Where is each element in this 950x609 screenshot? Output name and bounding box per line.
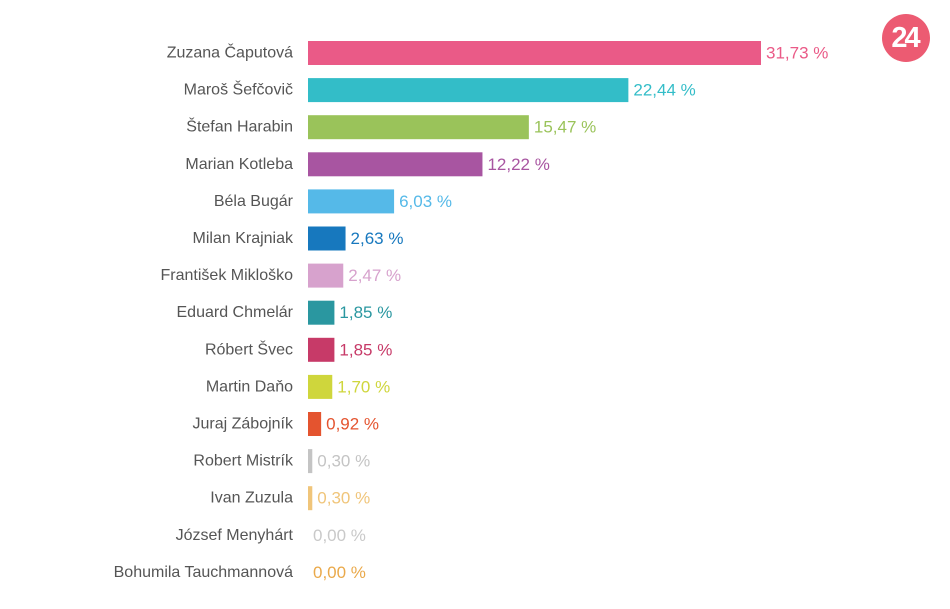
bar-robert-mistrik[interactable] <box>308 449 313 474</box>
bar-maros-sefcovic[interactable] <box>308 78 629 103</box>
category-label-bohumila-tauchmannova: Bohumila Tauchmannová <box>114 564 293 581</box>
bar-frantisek-miklosko[interactable] <box>308 263 344 288</box>
value-label-martin-dano: 1,70 % <box>337 377 390 396</box>
category-label-milan-krajniak: Milan Krajniak <box>193 230 294 247</box>
value-label-robert-svec: 1,85 % <box>339 340 392 359</box>
value-label-marian-kotleba: 12,22 % <box>487 155 549 174</box>
value-label-bohumila-tauchmannova: 0,00 % <box>313 563 366 582</box>
bar-bela-bugar[interactable] <box>308 189 395 214</box>
category-label-robert-svec: Róbert Švec <box>205 339 293 358</box>
category-label-juraj-zabojnik: Juraj Zábojník <box>193 416 294 433</box>
bar-stefan-harabin[interactable] <box>308 115 529 140</box>
category-label-frantisek-miklosko: František Mikloško <box>161 267 294 284</box>
category-label-martin-dano: Martin Daňo <box>206 378 293 395</box>
category-label-marian-kotleba: Marian Kotleba <box>185 156 293 173</box>
value-label-robert-mistrik: 0,30 % <box>317 452 370 471</box>
value-label-frantisek-miklosko: 2,47 % <box>348 266 401 285</box>
value-label-stefan-harabin: 15,47 % <box>534 118 596 137</box>
value-label-ivan-zuzula: 0,30 % <box>317 489 370 508</box>
bar-marian-kotleba[interactable] <box>308 152 483 177</box>
value-label-maros-sefcovic: 22,44 % <box>633 81 695 100</box>
category-label-ivan-zuzula: Ivan Zuzula <box>210 490 293 507</box>
category-label-robert-mistrik: Robert Mistrík <box>193 453 294 470</box>
bar-zuzana-caputova[interactable] <box>308 41 761 65</box>
bar-robert-svec[interactable] <box>308 337 335 362</box>
category-label-maros-sefcovic: Maroš Šefčovič <box>184 80 293 99</box>
value-label-zuzana-caputova: 31,73 % <box>766 44 828 63</box>
brand-logo-24: 24 <box>882 14 930 62</box>
value-label-juraj-zabojnik: 0,92 % <box>326 415 379 434</box>
value-label-bela-bugar: 6,03 % <box>399 192 452 211</box>
bar-juraj-zabojnik[interactable] <box>308 412 322 436</box>
bar-eduard-chmelar[interactable] <box>308 300 335 325</box>
bar-ivan-zuzula[interactable] <box>308 486 313 511</box>
category-label-jozsef-menyhart: József Menyhárt <box>176 527 294 544</box>
value-label-jozsef-menyhart: 0,00 % <box>313 526 366 545</box>
value-label-milan-krajniak: 2,63 % <box>351 229 404 248</box>
value-label-eduard-chmelar: 1,85 % <box>339 303 392 322</box>
category-label-zuzana-caputova: Zuzana Čaputová <box>167 43 293 62</box>
bar-martin-dano[interactable] <box>308 374 333 399</box>
bar-milan-krajniak[interactable] <box>308 226 346 251</box>
category-label-eduard-chmelar: Eduard Chmelár <box>177 304 294 321</box>
category-label-bela-bugar: Béla Bugár <box>214 193 294 210</box>
category-label-stefan-harabin: Štefan Harabin <box>186 117 293 136</box>
